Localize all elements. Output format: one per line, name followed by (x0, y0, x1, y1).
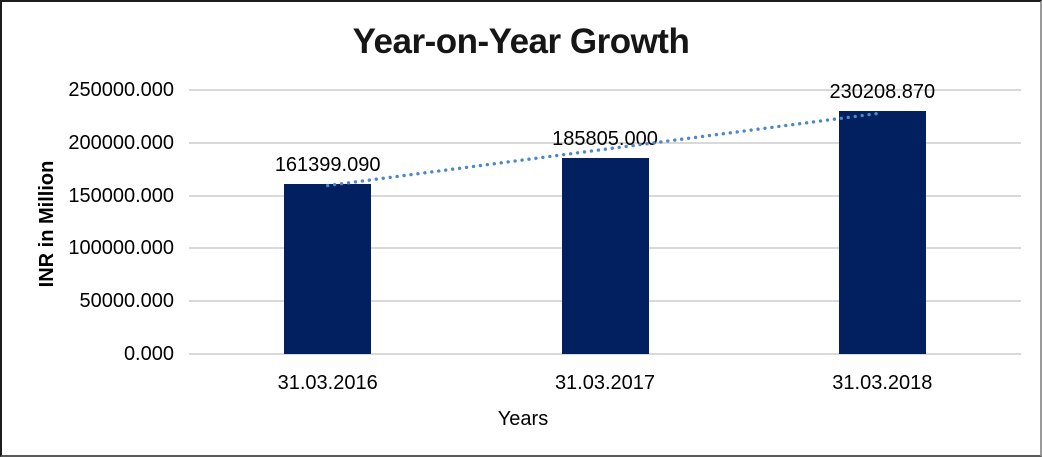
y-tick-label: 250000.000 (68, 79, 174, 101)
y-tick-label: 200000.000 (68, 131, 174, 154)
y-tick-label: 150000.000 (68, 184, 174, 207)
bar-data-label: 230208.870 (829, 80, 936, 103)
y-tick-label: 100000.000 (68, 237, 174, 260)
x-axis-title: Years (497, 408, 549, 430)
x-tick-label: 31.03.2016 (277, 372, 378, 394)
y-tick-label: 50000.000 (79, 290, 174, 313)
bar-31.03.2017 (561, 157, 649, 354)
gridline (189, 353, 1021, 355)
bar-data-label: 185805.000 (552, 127, 658, 150)
y-axis-title: INR in Million (36, 160, 58, 288)
x-tick-label: 31.03.2018 (832, 372, 933, 394)
x-tick-label: 31.03.2017 (554, 372, 656, 394)
bar-data-label: 161399.090 (274, 153, 381, 176)
chart-title: Year-on-Year Growth (352, 22, 690, 61)
gridline (189, 89, 1021, 91)
bar-31.03.2016 (284, 183, 372, 354)
bar-31.03.2018 (838, 110, 926, 354)
y-tick-label: 0.000 (123, 343, 174, 365)
